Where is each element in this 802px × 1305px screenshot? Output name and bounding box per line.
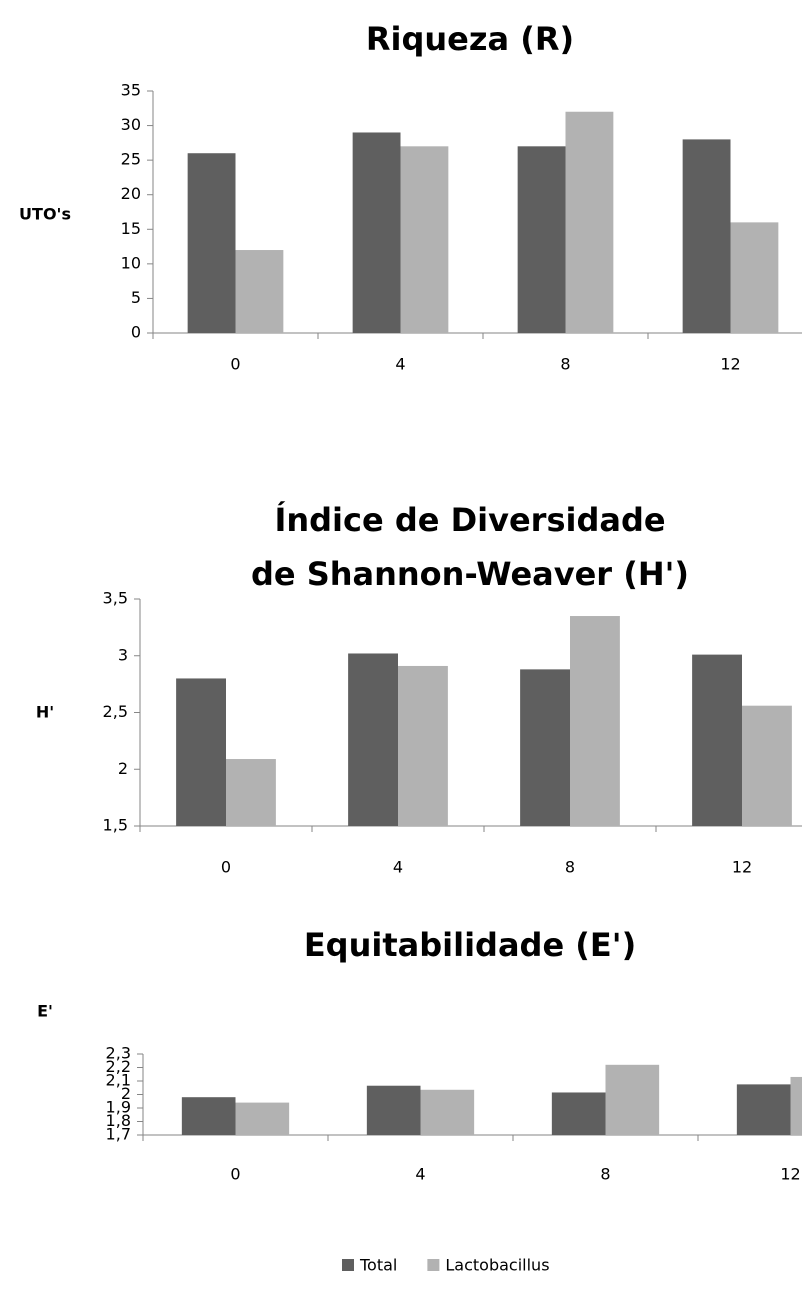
chart-title: Índice de Diversidade de Shannon-Weaver … bbox=[250, 501, 690, 593]
y-tick-label: 2,1 bbox=[106, 1071, 131, 1090]
legend-swatch bbox=[427, 1259, 440, 1271]
legend-label: Lactobacillus bbox=[445, 1256, 549, 1275]
y-tick-label: 2,2 bbox=[106, 1057, 131, 1076]
bar bbox=[551, 1092, 606, 1135]
chart-title: Equitabilidade (E') bbox=[303, 926, 637, 964]
y-tick-label: 2 bbox=[118, 759, 128, 778]
bar bbox=[730, 222, 779, 333]
y-tick-label: 30 bbox=[121, 115, 141, 134]
x-tick-label: 0 bbox=[230, 355, 240, 374]
legend-swatch bbox=[342, 1259, 354, 1271]
y-tick-label: 25 bbox=[121, 150, 141, 169]
bar bbox=[565, 111, 614, 333]
y-tick-label: 2,3 bbox=[106, 1044, 131, 1063]
y-tick-label: 5 bbox=[131, 288, 141, 307]
y-tick-label: 1,7 bbox=[106, 1125, 131, 1144]
bar bbox=[570, 616, 620, 826]
y-tick-label: 3,5 bbox=[103, 589, 128, 608]
x-tick-label: 8 bbox=[560, 355, 570, 374]
y-tick-label: 35 bbox=[121, 81, 141, 100]
y-tick-label: 20 bbox=[121, 184, 141, 203]
bar bbox=[366, 1085, 421, 1135]
bar bbox=[352, 132, 401, 333]
y-tick-label: 3 bbox=[118, 645, 128, 664]
chart-title: Riqueza (R) bbox=[365, 20, 575, 58]
bar bbox=[736, 1084, 791, 1135]
bar bbox=[682, 139, 731, 333]
bar bbox=[398, 665, 448, 826]
y-tick-label: 1,9 bbox=[106, 1098, 131, 1117]
bar bbox=[187, 153, 236, 333]
y-tick-label: 2,5 bbox=[103, 702, 128, 721]
bar bbox=[235, 1102, 290, 1135]
y-tick-label: 1,8 bbox=[106, 1111, 131, 1130]
bar bbox=[742, 705, 792, 826]
x-tick-label: 4 bbox=[415, 1165, 425, 1184]
y-tick-label: 0 bbox=[131, 323, 141, 342]
x-tick-label: 0 bbox=[221, 858, 231, 877]
legend-label: Total bbox=[359, 1256, 397, 1275]
x-tick-label: 12 bbox=[720, 355, 740, 374]
y-axis-label: E' bbox=[37, 1002, 53, 1021]
y-tick-label: 10 bbox=[121, 253, 141, 272]
bar bbox=[520, 669, 570, 826]
x-tick-label: 4 bbox=[395, 355, 405, 374]
bar bbox=[235, 250, 284, 333]
y-axis-label: UTO's bbox=[19, 205, 71, 224]
y-axis-label: H' bbox=[36, 703, 54, 722]
bar bbox=[605, 1064, 660, 1135]
x-tick-label: 12 bbox=[780, 1165, 800, 1184]
bar bbox=[400, 146, 449, 333]
y-tick-label: 1,5 bbox=[103, 816, 128, 835]
x-tick-label: 4 bbox=[393, 858, 403, 877]
bar bbox=[181, 1097, 236, 1135]
y-tick-label: 15 bbox=[121, 219, 141, 238]
bar bbox=[517, 146, 566, 333]
bar bbox=[790, 1076, 802, 1135]
bar bbox=[420, 1089, 475, 1135]
x-tick-label: 0 bbox=[230, 1165, 240, 1184]
x-tick-label: 12 bbox=[732, 858, 752, 877]
bar bbox=[348, 653, 398, 826]
bar bbox=[176, 678, 226, 826]
y-tick-label: 2 bbox=[121, 1084, 131, 1103]
bar bbox=[226, 759, 276, 826]
x-tick-label: 8 bbox=[565, 858, 575, 877]
x-tick-label: 8 bbox=[600, 1165, 610, 1184]
bar bbox=[692, 654, 742, 826]
